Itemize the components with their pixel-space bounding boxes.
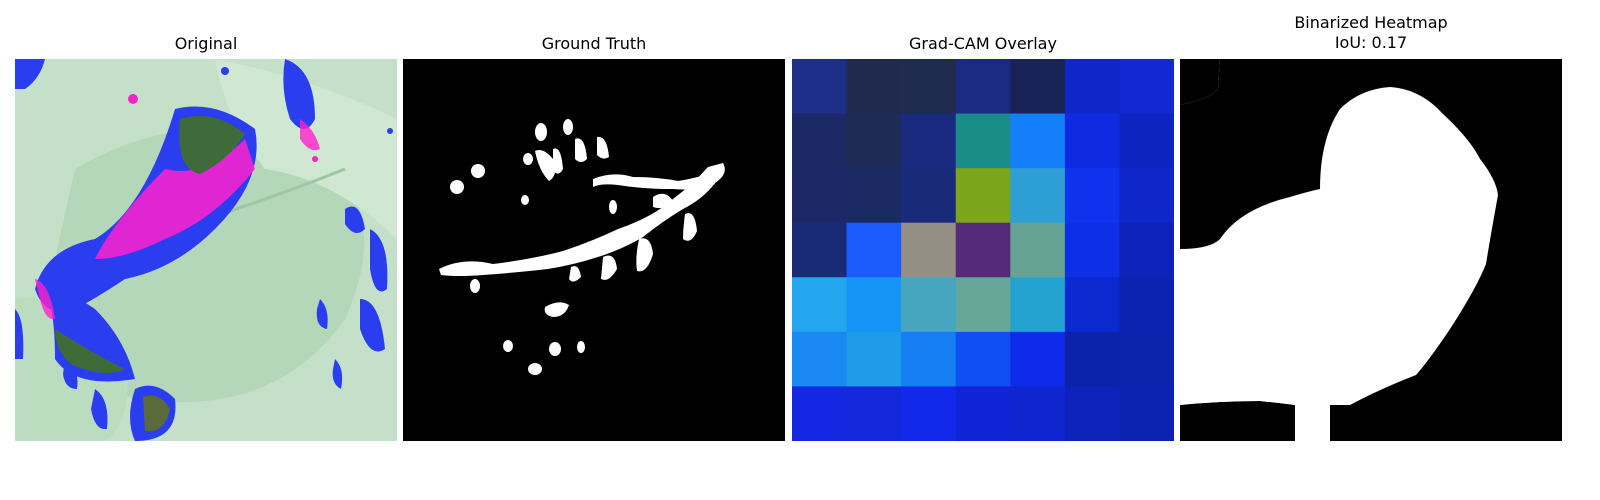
gradcam-cell <box>846 331 902 388</box>
gradcam-cell <box>1010 386 1066 441</box>
ground-truth-title: Ground Truth <box>541 34 647 53</box>
gradcam-cell <box>955 59 1011 115</box>
gradcam-cell <box>901 386 957 441</box>
gradcam-cell <box>955 222 1011 278</box>
original-title: Original <box>174 34 238 53</box>
binarized-title: Binarized Heatmap IoU: 0.17 <box>1180 13 1562 53</box>
gradcam-cell <box>846 59 902 115</box>
gradcam-cell <box>846 386 902 441</box>
gradcam-cell <box>901 168 957 224</box>
gradcam-cell <box>1119 277 1174 333</box>
ground-truth-mask <box>403 59 785 441</box>
gradcam-cell <box>1119 386 1174 441</box>
gradcam-cell <box>792 386 848 441</box>
gradcam-title: Grad-CAM Overlay <box>909 34 1057 53</box>
binarized-title-main: Binarized Heatmap <box>1294 13 1448 32</box>
gradcam-cell <box>1064 59 1121 115</box>
gradcam-cell <box>1010 331 1066 388</box>
gradcam-cell <box>955 113 1011 169</box>
gradcam-cell <box>1010 59 1066 115</box>
gradcam-cell <box>901 222 957 278</box>
gradcam-cell <box>1064 168 1121 224</box>
gradcam-cell <box>1064 113 1121 169</box>
gradcam-cell <box>901 113 957 169</box>
gradcam-cell <box>955 168 1011 224</box>
gradcam-cell <box>792 168 848 224</box>
ground-truth-panel: Ground Truth <box>403 0 785 442</box>
gradcam-cell <box>792 277 848 333</box>
gradcam-overlay <box>792 59 1174 441</box>
gradcam-cell <box>1010 277 1066 333</box>
gradcam-cell <box>846 113 902 169</box>
gradcam-cell <box>1064 331 1121 388</box>
gradcam-cell <box>1119 168 1174 224</box>
gradcam-cell <box>792 331 848 388</box>
gradcam-cell <box>1119 113 1174 169</box>
gradcam-cell <box>901 331 957 388</box>
gradcam-cell <box>1010 222 1066 278</box>
gradcam-cell <box>792 113 848 169</box>
gradcam-cell <box>792 222 848 278</box>
gradcam-cell <box>846 168 902 224</box>
gradcam-cell <box>792 59 848 115</box>
gradcam-cell <box>1064 277 1121 333</box>
gradcam-cell <box>1064 222 1121 278</box>
gradcam-cell <box>901 277 957 333</box>
gradcam-heatmap <box>792 59 1174 441</box>
gradcam-cell <box>955 386 1011 441</box>
gradcam-cell <box>1010 113 1066 169</box>
gradcam-cell <box>1119 59 1174 115</box>
gradcam-cell <box>846 277 902 333</box>
gradcam-cell <box>955 277 1011 333</box>
gradcam-panel: Grad-CAM Overlay <box>792 0 1174 442</box>
gradcam-cell <box>1064 386 1121 441</box>
gradcam-cell <box>846 222 902 278</box>
gradcam-cell <box>955 331 1011 388</box>
gradcam-cell <box>1119 222 1174 278</box>
binarized-mask <box>1180 59 1562 441</box>
gradcam-cell <box>1010 168 1066 224</box>
iou-score: IoU: 0.17 <box>1334 33 1408 52</box>
gradcam-cell <box>901 59 957 115</box>
original-image <box>15 59 397 441</box>
original-panel: Original <box>15 0 397 442</box>
gradcam-cell <box>1119 331 1174 388</box>
binarized-panel: Binarized Heatmap IoU: 0.17 <box>1180 0 1562 442</box>
